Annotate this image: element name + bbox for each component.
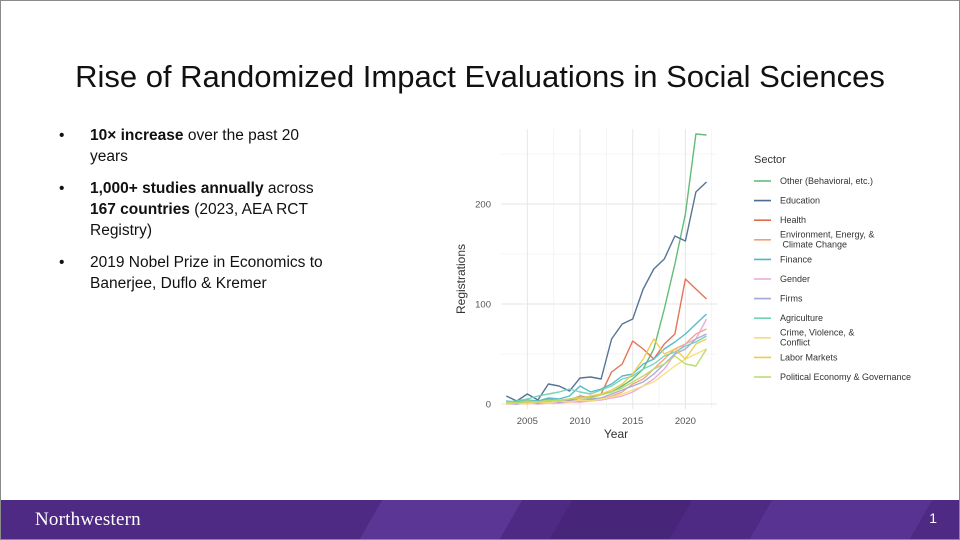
legend-label: Crime, Violence, & Conflict (780, 327, 854, 347)
registrations-line-chart: 0 100 200 2005 2010 2015 2020 Year Registrations… (454, 129, 911, 441)
legend-label: Health (780, 215, 806, 225)
series-line (506, 313, 707, 403)
bullet-emphasis: 1,000+ studies annually (90, 180, 264, 197)
y-tick-label: 200 (475, 200, 491, 211)
x-tick-label: 2015 (622, 416, 643, 427)
y-tick-label: 0 (486, 400, 491, 411)
series-line (506, 335, 707, 403)
legend-label: Agriculture (780, 313, 823, 323)
bullet-marker: • (59, 254, 65, 271)
bullet-item: • 2019 Nobel Prize in Economics to Banerj… (57, 252, 327, 294)
x-axis-label: Year (604, 427, 628, 441)
legend-label: Firms (780, 294, 803, 304)
legend-label: Other (Behavioral, etc.) (780, 176, 873, 186)
legend-label: Education (780, 196, 820, 206)
bullet-text: across (263, 180, 314, 197)
bullet-text: over the past 20 years (90, 127, 299, 165)
northwestern-logo: Northwestern (35, 509, 141, 530)
footer-bar: Northwestern 1 (1, 500, 959, 539)
footer-decor-shape (359, 500, 523, 539)
slide-title: Rise of Randomized Impact Evaluations in… (75, 59, 885, 94)
bullet-item: • 1,000+ studies annually across 167 coun… (57, 178, 327, 241)
page-number: 1 (929, 510, 937, 526)
y-tick-label: 100 (475, 300, 491, 311)
bullet-list: • 10× increase over the past 20 years • 1,… (57, 125, 327, 305)
legend-title: Sector (754, 154, 786, 166)
bullet-item: • 10× increase over the past 20 years (57, 125, 327, 167)
bullet-emphasis: 167 countries (90, 201, 190, 218)
bullet-emphasis: 10× increase (90, 127, 184, 144)
footer-decor-shape (749, 500, 933, 539)
x-tick-label: 2020 (675, 416, 696, 427)
footer-decor-shape (549, 500, 693, 539)
bullet-marker: • (59, 127, 65, 144)
bullet-marker: • (59, 180, 65, 197)
legend-label: Political Economy & Governance (780, 372, 911, 382)
legend-label: Labor Markets (780, 352, 838, 362)
legend-label: Gender (780, 274, 810, 284)
bullet-text: 2019 Nobel Prize in Economics to Banerje… (90, 254, 323, 292)
series-line (505, 181, 707, 402)
legend-label: Finance (780, 254, 812, 264)
legend-label: Environment, Energy, & Climate Change (780, 229, 874, 249)
bullet-text: (2023, AEA RCT Registry) (90, 201, 308, 239)
x-tick-label: 2010 (569, 416, 590, 427)
series-line (506, 348, 708, 404)
y-axis-label: Registrations (454, 244, 468, 314)
x-tick-label: 2005 (517, 416, 538, 427)
